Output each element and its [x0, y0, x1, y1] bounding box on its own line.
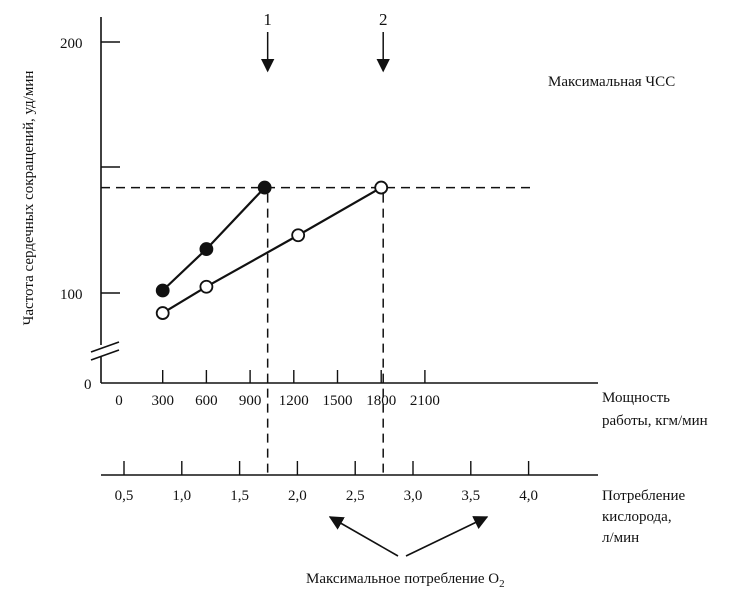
power-tick-label: 1200	[279, 393, 309, 409]
max-o2-label-text: Максимальное потребление O	[306, 571, 499, 587]
oxygen-tick-label: 0,5	[115, 488, 134, 504]
oxygen-tick-label: 1,0	[172, 488, 191, 504]
oxygen-tick-label: 2,0	[288, 488, 307, 504]
max-o2-arrow-right	[405, 516, 489, 557]
marker-1-label: 1	[263, 10, 272, 29]
power-tick-label: 1800	[366, 393, 396, 409]
oxygen-axis-title-line3: л/мин	[602, 530, 639, 546]
y-axis-break-mark	[90, 341, 120, 353]
series-1-point	[155, 283, 170, 298]
max-o2-label-subscript: 2	[499, 578, 505, 590]
series-1-point	[257, 180, 272, 195]
oxygen-tick-label: 3,5	[461, 488, 480, 504]
power-tick-label: 0	[115, 393, 123, 409]
oxygen-axis-title-line2: кислорода,	[602, 509, 672, 525]
power-axis-title-line2: работы, кгм/мин	[602, 413, 708, 429]
series-layer	[155, 180, 389, 320]
oxygen-tick-label: 3,0	[404, 488, 423, 504]
max-o2-arrow-left	[328, 516, 399, 557]
oxygen-tick-label: 1,5	[230, 488, 249, 504]
y-tick-label-0: 0	[84, 377, 92, 393]
max-o2-label: Максимальное потребление O2	[306, 571, 505, 590]
power-axis-ticks: 0 300 600 900 1200 1500 1800 2100	[115, 370, 440, 409]
series-1-line	[161, 186, 266, 292]
y-tick-label-200: 200	[60, 36, 83, 52]
series-1-point	[199, 242, 214, 256]
series-2-line	[162, 186, 382, 315]
power-tick-label: 300	[151, 393, 174, 409]
power-tick-label: 900	[239, 393, 262, 409]
y-axis-break-mark	[90, 349, 120, 361]
max-hr-label: Максимальная ЧСС	[548, 74, 675, 90]
power-axis-title-line1: Мощность	[602, 390, 670, 406]
series-2-point	[291, 228, 306, 243]
series-2-point	[374, 180, 389, 195]
series-2-point	[199, 279, 214, 294]
power-tick-label: 2100	[410, 393, 440, 409]
y-tick-label-100: 100	[60, 287, 83, 303]
oxygen-axis-ticks: 0,5 1,0 1,5 2,0 2,5 3,0 3,5 4,0	[115, 461, 538, 504]
marker-2-label: 2	[379, 10, 388, 29]
power-tick-label: 600	[195, 393, 218, 409]
oxygen-tick-label: 2,5	[346, 488, 365, 504]
series-2-point	[155, 306, 170, 320]
power-tick-label: 1500	[323, 393, 353, 409]
y-axis-title: Частота сердечных сокращений, уд/мин	[21, 71, 37, 326]
oxygen-axis-title-line1: Потребление	[602, 488, 685, 504]
oxygen-tick-label: 4,0	[519, 488, 538, 504]
